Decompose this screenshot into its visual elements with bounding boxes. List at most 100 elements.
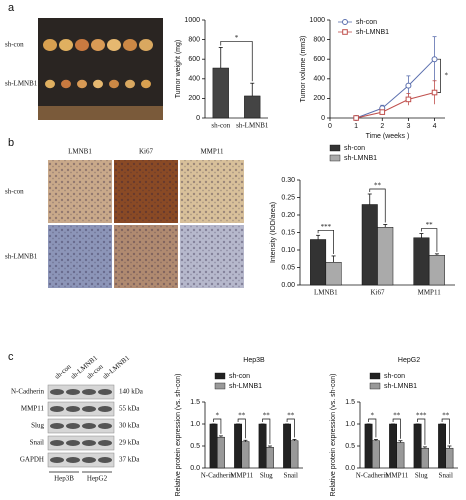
x-tick-label: N-Cadherin: [201, 472, 235, 480]
bar: [310, 239, 327, 286]
column-label: LMNB1: [68, 148, 92, 156]
blot-band: [66, 389, 80, 395]
y-tick-label: 0.0: [345, 465, 355, 472]
legend-swatch: [214, 372, 226, 380]
series-line: [355, 58, 435, 119]
significance-label: *: [371, 412, 375, 420]
legend-swatch: [329, 144, 341, 152]
blot-band: [98, 406, 112, 412]
y-tick-label: 0.25: [281, 194, 295, 201]
legend-swatch: [214, 382, 226, 390]
cell-line-label: HepG2: [87, 475, 108, 483]
x-tick-label: 1: [354, 123, 358, 130]
size-label: 37 kDa: [119, 456, 140, 464]
blot-band: [82, 457, 96, 463]
bar: [266, 447, 274, 469]
tumor: [139, 39, 153, 51]
ihc-images: LMNB1 Ki67 MMP11 sh-con sh-LMNB1: [5, 148, 244, 288]
significance-bracket: [392, 418, 401, 439]
ihc-texture: [180, 160, 244, 223]
tumor: [61, 79, 71, 89]
y-tick-label: 600: [313, 56, 325, 63]
y-tick-label: 800: [313, 36, 325, 43]
size-label: 55 kDa: [119, 405, 140, 413]
tumor: [109, 79, 119, 89]
chart-title: HepG2: [398, 357, 420, 364]
y-tick-label: 1000: [184, 17, 200, 24]
legend-label: sh-con: [344, 145, 365, 152]
significance-label: *: [445, 71, 449, 79]
y-tick-label: 1.0: [190, 421, 200, 428]
series-line: [356, 92, 435, 119]
bar: [244, 95, 261, 119]
blot-band: [98, 389, 112, 395]
x-tick-label: sh-con: [211, 122, 230, 130]
x-tick-label: N-Cadherin: [356, 472, 390, 480]
blot-band: [82, 389, 96, 395]
bar: [413, 237, 430, 286]
x-tick-label: Slug: [260, 472, 273, 480]
y-axis-label: Intensity (IOD/area): [270, 202, 277, 263]
x-tick-label: Slug: [415, 472, 428, 480]
x-tick-label: MMP11: [385, 472, 409, 480]
y-tick-label: 200: [188, 95, 200, 102]
y-tick-label: 1.5: [190, 399, 200, 406]
bar: [413, 423, 422, 469]
size-label: 29 kDa: [119, 439, 140, 447]
protein-label: Slug: [31, 422, 44, 430]
ihc-texture: [180, 225, 244, 288]
cell-line-label: Hep3B: [54, 475, 74, 483]
significance-label: **: [426, 221, 434, 229]
significance-label: ***: [321, 223, 332, 231]
bar: [361, 204, 378, 286]
significance-bracket: [220, 41, 253, 82]
blot-strip: [47, 452, 115, 468]
y-tick-label: 0.20: [281, 212, 295, 219]
x-tick-label: MMP11: [230, 472, 254, 480]
y-tick-label: 1000: [309, 17, 325, 24]
lane-label: sh-con: [53, 362, 73, 380]
tumor: [77, 79, 87, 89]
x-tick-label: 4: [433, 123, 437, 130]
significance-bracket: [286, 418, 295, 438]
x-tick-label: 2: [380, 123, 384, 130]
y-tick-label: 200: [313, 95, 325, 102]
blot-strip: [47, 435, 115, 451]
bar: [325, 262, 342, 286]
significance-label: **: [263, 412, 271, 420]
y-axis-label: Tumor volume (mm3): [300, 36, 307, 103]
legend-swatch: [369, 372, 381, 380]
bar: [372, 440, 380, 469]
bar: [389, 423, 397, 469]
bar: [217, 436, 225, 469]
tumors: [43, 39, 153, 89]
legend-marker: [342, 19, 348, 25]
marker: [379, 109, 386, 115]
y-tick-label: 0.5: [190, 443, 200, 450]
blot-band: [98, 457, 112, 463]
marker: [431, 89, 438, 96]
y-axis-label: Relative protein expression (vs. sh-con): [175, 374, 182, 497]
y-tick-label: 0.15: [281, 229, 295, 236]
tumor: [93, 79, 103, 89]
bar: [377, 227, 394, 286]
x-tick-label: 0: [328, 123, 332, 130]
blot-band: [66, 457, 80, 463]
y-tick-label: 0.00: [281, 282, 295, 289]
y-tick-label: 1.0: [345, 421, 355, 428]
bar: [445, 447, 454, 469]
significance-bracket: [421, 228, 438, 252]
tumor: [59, 39, 73, 51]
x-tick-label: 3: [406, 123, 410, 130]
significance-bracket: [368, 418, 377, 438]
tumor: [91, 39, 105, 51]
protein-label: GAPDH: [20, 456, 44, 464]
bar: [396, 442, 405, 469]
blot-band: [50, 389, 64, 395]
significance-bracket: [317, 229, 334, 254]
y-tick-label: 800: [188, 36, 200, 43]
ihc-texture: [48, 160, 112, 223]
legend-label: sh-LMNB1: [384, 383, 417, 390]
ihc-texture: [114, 160, 178, 223]
